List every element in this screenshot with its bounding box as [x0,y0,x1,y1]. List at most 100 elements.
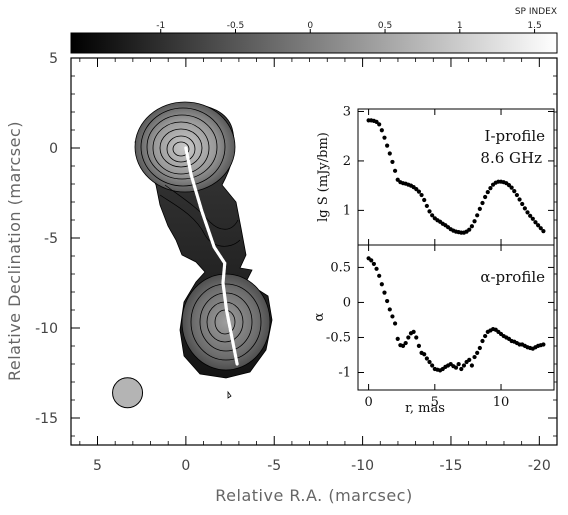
alpha-profile-point [371,261,376,267]
i-profile-point [541,229,546,234]
i-y-tick-label: 2 [343,154,351,169]
i-profile-point [414,187,419,192]
main-x-axis-title: Relative R.A. (marcsec) [215,486,412,505]
i-profile-point [416,189,422,194]
i-profile-point [385,143,390,148]
alpha-profile-point [395,336,400,341]
colorbar-tick-label: -1 [156,21,165,31]
colorbar-tick-label: 0 [307,21,313,31]
i-profile-point [528,213,533,218]
i-profile-point [525,210,530,215]
i-profile-point [488,186,493,191]
alpha-profile-point [403,340,408,346]
i-profile-point [392,168,398,173]
i-profile-point [530,216,535,221]
i-profile-point [430,213,435,218]
colorbar-tick-label: 1 [457,21,463,31]
alpha-y-tick-label: -0.5 [326,330,351,345]
i-profile-point [477,206,482,211]
i-profile-point [483,194,488,200]
alpha-profile-point [406,335,411,340]
alpha-profile-point [467,357,472,362]
i-profile-point [469,224,474,229]
jet-ridge-line [184,146,239,366]
alpha-profile-ticks: -1 -0.5 0 0.5 0 5 10 [326,245,554,410]
y-tick-label: -15 [35,411,58,427]
alpha-profile-point [392,321,398,326]
ridge-path [184,146,239,366]
alpha-profile-point [382,290,387,295]
alpha-profile-point [374,266,379,271]
i-profile-point [509,185,514,190]
i-profile-point [480,200,485,206]
i-profile-point [422,197,427,203]
alpha-profile-point [411,329,416,334]
i-y-tick-label: 3 [343,104,351,119]
x-tick-label: -20 [528,458,551,474]
i-profile-point [427,209,432,214]
i-profile-point [475,213,480,218]
x-tick-label: -5 [267,458,281,474]
i-profile-frequency: 8.6 GHz [480,149,542,167]
i-profile-point [520,201,525,207]
colorbar-tick-label: -0.5 [227,21,245,31]
alpha-profile-point [414,335,419,340]
alpha-x-tick-label: 10 [493,395,510,410]
alpha-profile-point [369,258,374,263]
i-profile-point [424,203,429,209]
alpha-profile-point [422,352,427,357]
alpha-profile-point [475,350,480,355]
x-tick-label: 5 [93,458,102,474]
lobe-contour-outer [181,273,271,371]
i-profile-point [517,197,522,202]
x-tick-label: -10 [351,458,374,474]
i-profile-point [419,192,424,198]
alpha-profile-point [480,338,485,344]
colorbar-title: SP INDEX [515,7,557,17]
alpha-profile-point [459,366,464,372]
alpha-profile-point [472,354,477,360]
i-profile-y-axis-title: lg S (mJy/bm) [316,132,331,222]
y-tick-label: -10 [35,321,58,337]
alpha-profile-inset: -1 -0.5 0 0.5 0 5 10 α-profile α r, mas [312,244,555,416]
alpha-profile-y-axis-title: α [312,312,327,321]
colorbar: SP INDEX -1 -0.5 0 0.5 1 1.5 [70,7,558,54]
alpha-profile-point [400,343,406,348]
i-y-tick-label: 1 [343,203,351,218]
alpha-profile-point [430,363,435,368]
colorbar-tick-label: 1.5 [527,21,541,31]
alpha-profile-point [390,314,395,319]
colorbar-tick-labels: -1 -0.5 0 0.5 1 1.5 [156,21,542,33]
y-tick-label: 5 [49,51,58,67]
alpha-profile-point [427,359,432,365]
colorbar-gradient [70,32,558,54]
i-profile-point [382,135,387,140]
alpha-y-tick-label: 0.5 [330,260,351,275]
main-y-axis-title: Relative Declination (marcsec) [5,121,24,381]
alpha-y-tick-label: 0 [343,295,351,310]
x-tick-label: -15 [440,458,463,474]
alpha-x-tick-label: 5 [431,395,439,410]
i-profile-point [374,119,379,124]
i-profile-point [533,220,538,225]
i-profile-inset: 1 2 3 I-profile 8.6 GHz lg S (mJy/bm) [316,104,555,246]
alpha-profile-point [469,363,474,368]
alpha-profile-title: α-profile [480,268,545,286]
alpha-profile-point [379,282,384,287]
alpha-profile-point [477,345,482,351]
alpha-profile-x-axis-title: r, mas [405,401,445,416]
alpha-profile-point [461,363,467,368]
alpha-profile-points [366,256,546,373]
alpha-profile-point [387,307,392,312]
alpha-profile-point [453,365,459,370]
alpha-y-tick-label: -1 [338,365,351,380]
y-tick-label: 0 [49,141,58,157]
i-profile-point [536,223,541,228]
alpha-x-tick-label: 0 [364,395,372,410]
colorbar-tick-label: 0.5 [378,21,392,31]
alpha-profile-point [385,298,390,304]
restoring-beam [112,377,144,409]
i-profile-point [379,128,384,133]
main-y-ticks: 50-5-10-15 [35,51,557,437]
